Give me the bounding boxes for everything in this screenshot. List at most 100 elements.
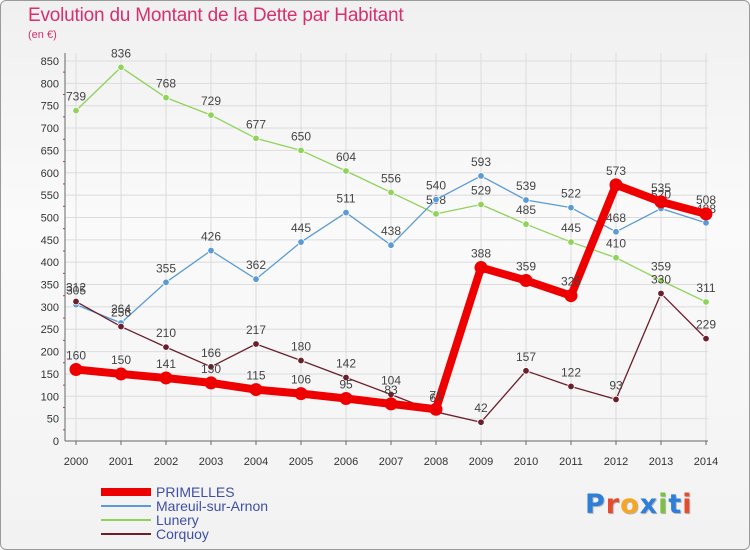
data-label-lunery: 729 xyxy=(201,94,221,108)
x-tick-label: 2011 xyxy=(559,456,583,468)
data-label-mareuil-sur-arnon: 305 xyxy=(66,284,86,298)
data-label-corquoy: 256 xyxy=(111,306,131,320)
data-point-primelles xyxy=(249,383,263,397)
data-label-primelles: 141 xyxy=(156,357,176,371)
x-tick-label: 2010 xyxy=(514,456,538,468)
data-label-lunery: 768 xyxy=(156,77,176,91)
data-point-corquoy xyxy=(522,367,530,375)
data-point-corquoy xyxy=(477,418,485,426)
data-point-primelles xyxy=(609,178,623,192)
data-label-corquoy: 142 xyxy=(336,357,356,371)
y-tick-label: 600 xyxy=(41,168,59,180)
y-tick-label: 500 xyxy=(41,212,59,224)
y-tick-label: 800 xyxy=(41,78,59,90)
data-point-primelles xyxy=(69,362,83,376)
data-point-lunery xyxy=(612,254,620,262)
data-point-primelles xyxy=(114,367,128,381)
x-tick-label: 2002 xyxy=(154,456,178,468)
data-label-corquoy: 210 xyxy=(156,326,176,340)
data-point-primelles xyxy=(519,274,533,288)
data-label-corquoy: 217 xyxy=(246,323,266,337)
y-tick-label: 150 xyxy=(41,369,59,381)
data-label-corquoy: 330 xyxy=(651,272,671,286)
data-label-lunery: 650 xyxy=(291,129,311,143)
data-label-lunery: 445 xyxy=(561,221,581,235)
data-point-mareuil-sur-arnon xyxy=(252,275,260,283)
data-label-mareuil-sur-arnon: 362 xyxy=(246,258,266,272)
data-point-primelles xyxy=(159,371,173,385)
data-point-corquoy xyxy=(702,334,710,343)
data-point-corquoy xyxy=(612,395,620,404)
proxiti-logo: Proxiti xyxy=(585,489,693,520)
x-tick-label: 2004 xyxy=(244,456,268,468)
legend-swatch xyxy=(101,488,151,496)
data-label-lunery: 410 xyxy=(606,237,626,251)
data-label-corquoy: 229 xyxy=(696,318,716,332)
data-label-corquoy: 312 xyxy=(66,281,86,295)
y-tick-label: 850 xyxy=(41,56,59,68)
data-point-primelles xyxy=(384,397,398,411)
data-point-lunery xyxy=(252,134,260,143)
y-tick-label: 250 xyxy=(41,324,59,336)
data-label-lunery: 556 xyxy=(381,171,401,185)
legend-label: PRIMELLES xyxy=(156,484,235,500)
x-tick-label: 2012 xyxy=(604,456,628,468)
data-label-mareuil-sur-arnon: 593 xyxy=(471,155,491,169)
data-label-lunery: 836 xyxy=(111,46,131,60)
data-point-primelles xyxy=(204,376,218,390)
y-tick-label: 700 xyxy=(41,123,59,135)
data-label-corquoy: 180 xyxy=(291,340,311,354)
data-point-mareuil-sur-arnon xyxy=(387,241,395,249)
legend-swatch xyxy=(101,519,151,521)
x-tick-label: 2005 xyxy=(289,456,313,468)
data-label-lunery: 485 xyxy=(516,203,536,217)
data-label-lunery: 529 xyxy=(471,184,491,198)
data-label-lunery: 739 xyxy=(66,90,86,104)
data-point-lunery xyxy=(567,238,575,246)
data-point-corquoy xyxy=(207,363,215,371)
data-point-primelles xyxy=(564,289,578,303)
data-point-lunery xyxy=(162,93,170,102)
x-tick-label: 2003 xyxy=(199,456,223,468)
data-point-corquoy xyxy=(72,297,80,306)
x-tick-label: 2008 xyxy=(424,456,448,468)
data-label-primelles: 359 xyxy=(516,260,536,274)
data-label-primelles: 83 xyxy=(384,383,398,397)
data-label-primelles: 130 xyxy=(201,362,221,376)
data-point-corquoy xyxy=(162,343,170,351)
data-point-mareuil-sur-arnon xyxy=(297,238,305,246)
data-label-primelles: 535 xyxy=(651,181,671,195)
data-point-corquoy xyxy=(117,322,125,331)
x-tick-label: 2000 xyxy=(64,456,88,468)
data-label-primelles: 115 xyxy=(246,369,265,383)
data-point-corquoy xyxy=(252,340,260,348)
x-tick-label: 2013 xyxy=(649,456,673,468)
data-point-mareuil-sur-arnon xyxy=(207,246,215,255)
data-label-corquoy: 157 xyxy=(516,350,536,364)
data-label-primelles: 150 xyxy=(111,353,131,367)
y-tick-label: 100 xyxy=(41,391,59,403)
data-label-corquoy: 93 xyxy=(609,378,623,392)
x-tick-label: 2009 xyxy=(469,456,493,468)
data-label-primelles: 106 xyxy=(291,373,311,387)
data-point-corquoy xyxy=(657,289,665,298)
y-tick-label: 50 xyxy=(47,414,59,426)
x-tick-label: 2014 xyxy=(694,456,718,468)
data-label-mareuil-sur-arnon: 511 xyxy=(336,192,355,206)
data-label-corquoy: 122 xyxy=(561,365,581,379)
data-point-primelles xyxy=(339,392,353,406)
data-label-lunery: 604 xyxy=(336,150,356,164)
data-label-mareuil-sur-arnon: 539 xyxy=(516,179,536,193)
y-tick-label: 300 xyxy=(41,302,59,314)
x-tick-label: 2001 xyxy=(109,456,133,468)
data-point-primelles xyxy=(294,387,308,401)
data-label-corquoy: 166 xyxy=(201,346,221,360)
data-point-lunery xyxy=(522,220,530,228)
data-point-primelles xyxy=(429,402,443,416)
data-label-mareuil-sur-arnon: 438 xyxy=(381,224,401,238)
legend-label: Mareuil-sur-Arnon xyxy=(156,498,269,514)
y-tick-label: 0 xyxy=(53,436,59,448)
x-tick-label: 2006 xyxy=(334,456,358,468)
